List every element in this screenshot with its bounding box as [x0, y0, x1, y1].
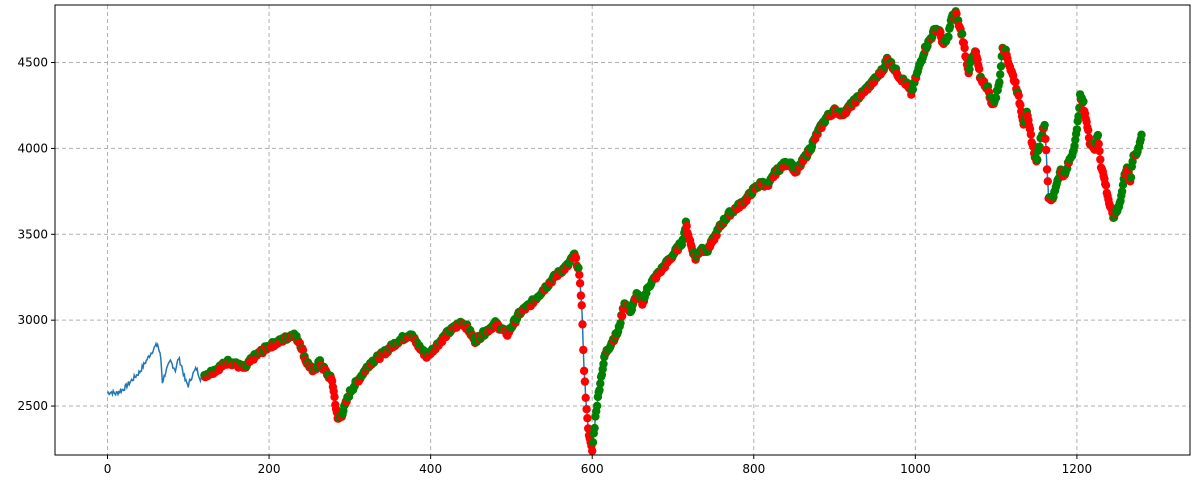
green-marker [590, 423, 599, 433]
red-marker [580, 377, 590, 386]
red-marker [298, 345, 308, 355]
green-marker [908, 85, 918, 94]
red-marker [1026, 130, 1036, 139]
red-marker [571, 253, 581, 263]
red-marker [1043, 177, 1053, 186]
green-marker [1074, 112, 1083, 121]
red-marker [330, 392, 339, 402]
x-tick-label: 800 [742, 462, 765, 476]
y-tick-label: 3500 [17, 227, 48, 241]
y-tick-label: 4500 [17, 56, 48, 70]
red-marker [588, 446, 597, 456]
red-marker [584, 424, 593, 433]
series-line-path [107, 9, 1143, 452]
green-marker [588, 438, 598, 447]
green-marker [965, 65, 974, 74]
green-marker [1040, 120, 1049, 130]
red-marker [575, 279, 585, 288]
grid [55, 5, 1190, 455]
red-marker [582, 405, 591, 414]
red-marker [1042, 165, 1052, 174]
x-tick-label: 400 [419, 462, 442, 476]
x-axis: 0 200 400 600 800 1000 1200 [104, 455, 1092, 476]
red-marker [579, 366, 589, 376]
x-tick-label: 0 [104, 462, 112, 476]
x-tick-label: 1000 [900, 462, 931, 476]
red-marker [952, 9, 961, 18]
red-marker [1014, 91, 1023, 100]
red-marker [1016, 100, 1025, 110]
y-tick-label: 2500 [17, 399, 48, 413]
red-marker [576, 291, 586, 300]
y-tick-label: 4000 [17, 141, 48, 155]
red-marker [1101, 181, 1111, 190]
red-marker [682, 221, 691, 231]
red-marker [1095, 146, 1104, 156]
green-marker [945, 22, 955, 31]
x-tick-label: 600 [581, 462, 604, 476]
red-marker [575, 270, 584, 279]
red-marker [975, 64, 984, 74]
plot-frame [54, 4, 1191, 456]
green-marker [944, 32, 953, 42]
green-marker [592, 401, 602, 411]
green-marker [1126, 173, 1136, 182]
y-axis: 2500 3000 3500 4000 4500 [17, 56, 55, 413]
price-line [107, 9, 1143, 452]
red-marker [1094, 139, 1103, 148]
green-marker [1035, 142, 1044, 152]
green-marker [599, 359, 608, 369]
red-marker [960, 43, 969, 53]
green-marker [1079, 97, 1088, 106]
red-marker [1011, 77, 1020, 87]
x-tick-label: 1200 [1062, 462, 1093, 476]
green-marker [1117, 187, 1127, 196]
red-marker [1096, 155, 1105, 164]
red-marker [617, 311, 627, 321]
red-marker [1084, 125, 1093, 135]
red-marker [1041, 134, 1050, 144]
x-tick-label: 200 [258, 462, 281, 476]
green-marker [574, 263, 583, 273]
green-marker [1070, 141, 1079, 151]
red-marker [579, 345, 588, 355]
red-marker [581, 393, 590, 402]
green-marker [595, 385, 604, 395]
green-marker [1137, 130, 1146, 139]
y-tick-label: 3000 [17, 313, 48, 327]
green-marker [996, 70, 1005, 79]
signal-markers [200, 7, 1146, 456]
green-marker [1033, 155, 1042, 164]
green-marker [616, 318, 625, 328]
green-marker [1072, 125, 1082, 134]
green-marker [991, 93, 1001, 103]
green-marker [996, 62, 1006, 71]
green-marker [596, 379, 605, 388]
green-marker [958, 29, 967, 39]
red-marker [577, 301, 586, 310]
green-marker [1093, 130, 1103, 140]
red-marker [578, 320, 587, 329]
red-marker [583, 414, 592, 423]
red-marker [1042, 145, 1051, 155]
green-marker [995, 78, 1004, 87]
